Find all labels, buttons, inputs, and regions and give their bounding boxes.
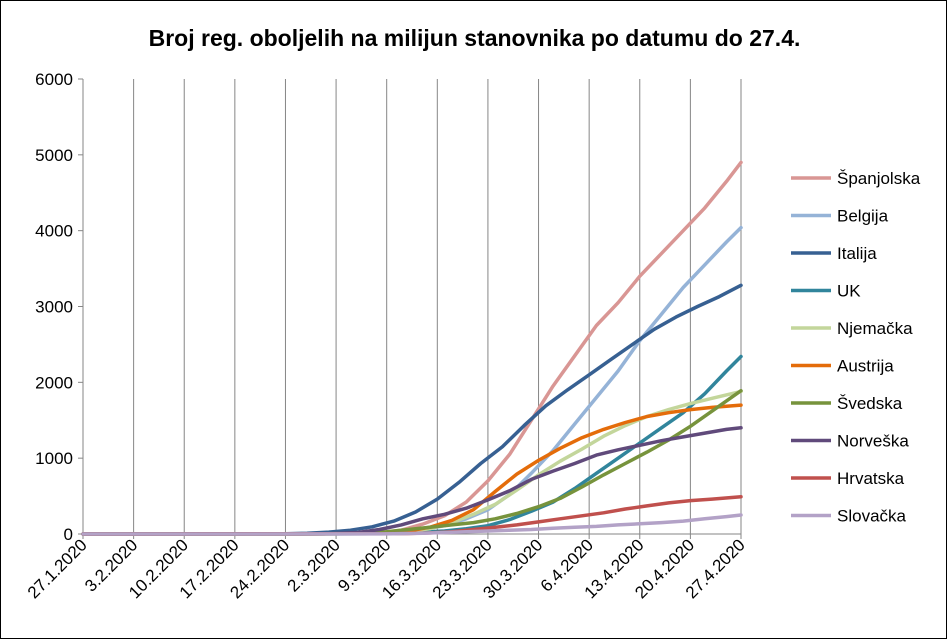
- y-tick-label: 0: [64, 525, 73, 544]
- x-axis-ticks: 27.1.20203.2.202010.2.202017.2.202024.2.…: [24, 534, 749, 602]
- y-tick-label: 4000: [35, 222, 73, 241]
- gridlines: [133, 79, 742, 534]
- series-line: [81, 513, 743, 536]
- chart-title: Broj reg. oboljelih na milijun stanovnik…: [148, 25, 801, 51]
- legend-label: Norveška: [837, 432, 909, 451]
- series-line: [81, 283, 743, 536]
- y-tick-label: 1000: [35, 449, 73, 468]
- legend-label: Italija: [837, 244, 877, 263]
- x-tick-label: 27.1.2020: [24, 535, 91, 602]
- legend-label: Njemačka: [837, 319, 913, 338]
- legend-label: Španjolska: [837, 169, 921, 188]
- series-line: [81, 426, 743, 536]
- x-tick-label: 2.3.2020: [284, 535, 344, 595]
- y-tick-label: 2000: [35, 373, 73, 392]
- legend-label: Slovačka: [837, 507, 907, 526]
- series-lines: [81, 160, 743, 536]
- legend-label: Belgija: [837, 207, 889, 226]
- axes: [82, 79, 741, 535]
- legend-label: UK: [837, 282, 861, 301]
- y-tick-label: 3000: [35, 298, 73, 317]
- y-axis-ticks: 0 1000 2000 3000 4000 5000 6000: [35, 70, 83, 544]
- y-tick-label: 5000: [35, 146, 73, 165]
- legend-label: Švedska: [837, 394, 903, 413]
- series-line: [81, 160, 743, 536]
- legend: Španjolska Belgija Italija UK Njemačka Austri…: [791, 169, 921, 526]
- y-tick-label: 6000: [35, 70, 73, 89]
- legend-label: Hrvatska: [837, 469, 905, 488]
- legend-label: Austrija: [837, 357, 894, 376]
